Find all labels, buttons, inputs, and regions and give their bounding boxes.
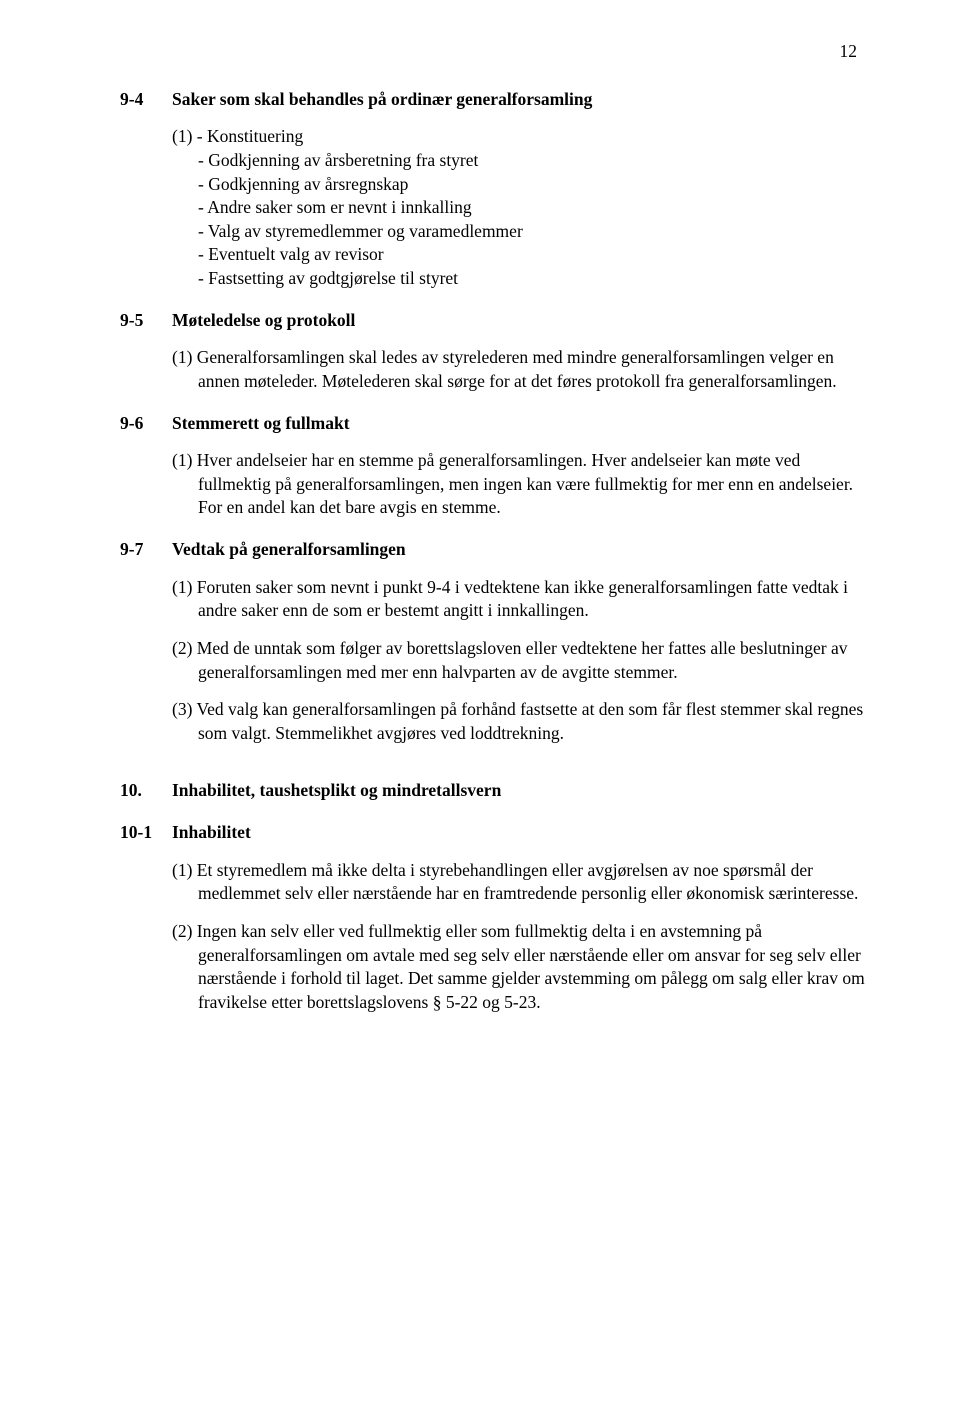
section-list: (1) - Konstituering - Godkjenning av års… (172, 125, 865, 290)
section-title: Saker som skal behandles på ordinær gene… (172, 88, 592, 112)
section-heading: 10-1 Inhabilitet (120, 821, 865, 845)
paragraph: (1) Hver andelseier har en stemme på gen… (172, 449, 865, 520)
chapter-number: 10. (120, 779, 172, 803)
list-prefix-line: (1) - Konstituering (172, 125, 865, 149)
section-title: Inhabilitet (172, 821, 251, 845)
list-item: - Godkjenning av årsregnskap (172, 173, 865, 197)
chapter-title: Inhabilitet, taushetsplikt og mindretall… (172, 779, 501, 803)
section-heading: 9-6 Stemmerett og fullmakt (120, 412, 865, 436)
paragraph: (1) Generalforsamlingen skal ledes av st… (172, 346, 865, 393)
chapter-heading: 10. Inhabilitet, taushetsplikt og mindre… (120, 779, 865, 803)
section-number: 9-7 (120, 538, 172, 562)
paragraph: (2) Ingen kan selv eller ved fullmektig … (172, 920, 865, 1015)
paragraph: (1) Foruten saker som nevnt i punkt 9-4 … (172, 576, 865, 623)
section-10-1: 10-1 Inhabilitet (1) Et styremedlem må i… (120, 821, 865, 1014)
list-item: - Eventuelt valg av revisor (172, 243, 865, 267)
section-title: Møteledelse og protokoll (172, 309, 355, 333)
section-heading: 9-7 Vedtak på generalforsamlingen (120, 538, 865, 562)
list-item: - Godkjenning av årsberetning fra styret (172, 149, 865, 173)
section-9-7: 9-7 Vedtak på generalforsamlingen (1) Fo… (120, 538, 865, 745)
section-number: 9-6 (120, 412, 172, 436)
section-number: 10-1 (120, 821, 172, 845)
section-number: 9-5 (120, 309, 172, 333)
section-title: Vedtak på generalforsamlingen (172, 538, 406, 562)
list-item: - Konstituering (197, 126, 303, 146)
section-heading: 9-4 Saker som skal behandles på ordinær … (120, 88, 865, 112)
page-number: 12 (120, 40, 865, 64)
paragraph: (2) Med de unntak som følger av borettsl… (172, 637, 865, 684)
section-title: Stemmerett og fullmakt (172, 412, 350, 436)
list-item: - Fastsetting av godtgjørelse til styret (172, 267, 865, 291)
section-number: 9-4 (120, 88, 172, 112)
list-item: - Valg av styremedlemmer og varamedlemme… (172, 220, 865, 244)
list-item: - Andre saker som er nevnt i innkalling (172, 196, 865, 220)
section-heading: 9-5 Møteledelse og protokoll (120, 309, 865, 333)
paragraph: (1) Et styremedlem må ikke delta i styre… (172, 859, 865, 906)
paragraph: (3) Ved valg kan generalforsamlingen på … (172, 698, 865, 745)
section-9-5: 9-5 Møteledelse og protokoll (1) General… (120, 309, 865, 394)
section-9-4: 9-4 Saker som skal behandles på ordinær … (120, 88, 865, 291)
section-9-6: 9-6 Stemmerett og fullmakt (1) Hver ande… (120, 412, 865, 521)
list-prefix: (1) (172, 126, 192, 146)
